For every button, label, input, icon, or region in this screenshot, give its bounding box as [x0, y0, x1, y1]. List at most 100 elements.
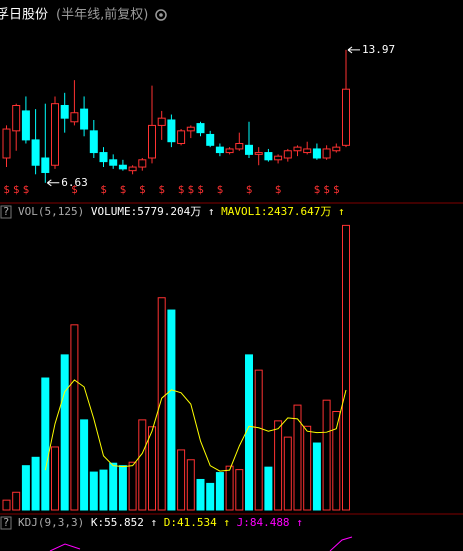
signal: $ [13, 183, 20, 196]
help[interactable]: ? [3, 205, 10, 218]
volume-bar [206, 482, 215, 511]
indicator-name: VOL(5,125) [18, 205, 84, 218]
help-box[interactable] [0, 205, 12, 219]
arrow [347, 46, 360, 54]
volume-bar [235, 469, 244, 511]
candle-body [80, 108, 89, 130]
candle-body [41, 157, 50, 173]
candle-body [322, 148, 331, 159]
signal: $ [314, 183, 321, 196]
volume-bar [332, 411, 341, 511]
volume-bar [293, 404, 302, 511]
signal: $ [178, 183, 185, 196]
volume-bar [312, 442, 321, 511]
help-box[interactable] [0, 516, 12, 530]
max-label: 13.97 [362, 43, 395, 56]
volume-bar [274, 420, 283, 511]
volume-bar [89, 471, 98, 511]
kdj-info: KDJ(9,3,3) K:55.852 ↑ D:41.534 ↑ J:84.48… [18, 516, 303, 529]
signal: $ [3, 183, 10, 196]
candle-body [148, 124, 156, 159]
signal: $ [23, 183, 30, 196]
signal: $ [100, 183, 107, 196]
signal: $ [246, 183, 253, 196]
settings-icon[interactable] [155, 9, 167, 21]
signal: $ [158, 183, 165, 196]
candle-body [31, 139, 40, 166]
volume-bar [148, 426, 156, 511]
candle-body [283, 150, 292, 159]
volume-bar [99, 469, 108, 511]
volume-bar [31, 456, 40, 511]
k-value: K:55.852 [91, 516, 144, 529]
candle-body [167, 119, 176, 143]
volume-bar [41, 377, 50, 511]
candle-body [51, 103, 59, 166]
volume: VOLUME:5779.204万 [91, 205, 201, 218]
candle-body [138, 159, 147, 168]
j-value: J:84.488 [237, 516, 290, 529]
volume-bar [2, 499, 11, 511]
candle-body [206, 133, 215, 146]
candle-body [274, 155, 283, 161]
candle-body [293, 146, 302, 152]
arrow: ↑ [208, 205, 215, 218]
candle-body [70, 112, 79, 123]
volume-bar [254, 369, 263, 511]
volume-bar [283, 436, 292, 511]
volume-bar [186, 459, 195, 511]
candle-body [264, 152, 273, 161]
candle-body [21, 110, 30, 141]
indicator-name: KDJ(9,3,3) [18, 516, 84, 529]
signal: $ [323, 183, 330, 196]
volume-bar [177, 449, 186, 511]
d-value: D:41.534 [164, 516, 217, 529]
candle-body [109, 159, 118, 166]
volume-bar [264, 466, 273, 511]
arrow: ↑ [296, 516, 303, 529]
stock-title: 孚日股份 [0, 8, 48, 23]
volume-bar [196, 478, 205, 511]
help[interactable]: ? [3, 516, 10, 529]
volume-bar [109, 462, 118, 511]
volume-bar [167, 309, 176, 511]
candle-body [225, 148, 234, 154]
arrow: ↑ [338, 205, 345, 218]
candle-body [332, 146, 341, 152]
candle-body [118, 164, 127, 170]
candle-body [128, 166, 137, 172]
volume-bar [225, 465, 234, 511]
signal: $ [139, 183, 146, 196]
candle-body [89, 130, 98, 154]
volume-bar [70, 324, 79, 511]
candle-body [157, 117, 166, 126]
signal: $ [197, 183, 204, 196]
arrow: ↑ [223, 516, 230, 529]
arrow: ↑ [150, 516, 157, 529]
candle-body [245, 144, 253, 155]
vol-info: VOL(5,125) VOLUME:5779.204万 ↑ MAVOL1:243… [18, 205, 345, 218]
candle-body [235, 143, 244, 150]
volume-bar [80, 419, 89, 511]
subtitle: (半年线,前复权) [56, 7, 148, 23]
candle-body [342, 88, 350, 146]
volume-bar [138, 419, 147, 511]
volume-bar [245, 354, 253, 511]
min-label: 6.63 [61, 176, 88, 189]
volume-bar [215, 472, 224, 511]
candle-body [186, 126, 195, 132]
volume-bar [128, 461, 137, 511]
volume-bar [118, 465, 127, 511]
signal: $ [71, 183, 78, 196]
candle-body [60, 104, 69, 119]
volume-bar [342, 224, 350, 511]
candle-body [12, 104, 21, 132]
volume-bar [322, 399, 331, 511]
candle-body [303, 148, 312, 154]
signal: $ [120, 183, 127, 196]
signal: $ [217, 183, 224, 196]
volume-bar [21, 465, 30, 511]
mavol: MAVOL1:2437.647万 [221, 205, 331, 218]
